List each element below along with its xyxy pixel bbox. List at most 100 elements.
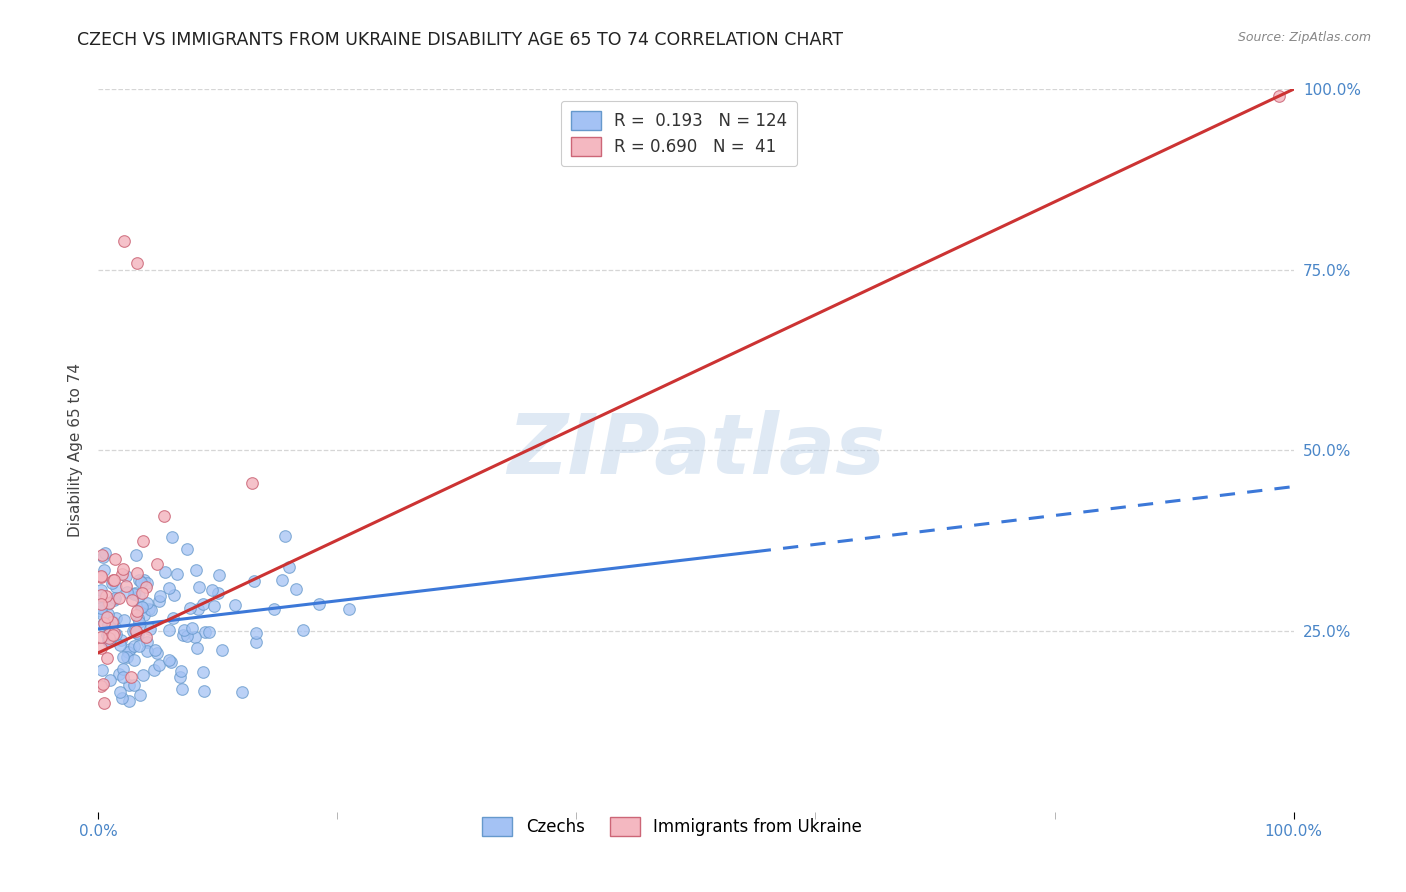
Point <box>125 624 148 638</box>
Point <box>148 658 170 673</box>
Point <box>271 573 294 587</box>
Point <box>128 688 150 702</box>
Point <box>134 573 156 587</box>
Point <box>125 255 148 269</box>
Point <box>186 563 208 577</box>
Point <box>98 627 121 641</box>
Point <box>103 593 125 607</box>
Point <box>240 475 263 490</box>
Point <box>191 665 214 679</box>
Point <box>207 586 229 600</box>
Point <box>108 667 131 681</box>
Point <box>90 589 112 603</box>
Point <box>122 653 145 667</box>
Point <box>101 615 124 629</box>
Point <box>139 603 162 617</box>
Point <box>231 684 253 698</box>
Legend: Czechs, Immigrants from Ukraine: Czechs, Immigrants from Ukraine <box>475 811 869 843</box>
Point <box>111 567 134 582</box>
Point <box>135 580 157 594</box>
Point <box>91 663 114 677</box>
Point <box>91 598 114 612</box>
Point <box>176 541 198 556</box>
Point <box>153 565 176 579</box>
Point <box>191 597 214 611</box>
Point <box>93 696 115 710</box>
Point <box>104 552 127 566</box>
Point <box>129 600 152 615</box>
Point <box>124 586 146 600</box>
Point <box>90 604 112 618</box>
Point <box>90 569 112 583</box>
Point <box>90 630 112 644</box>
Point <box>125 548 148 562</box>
Text: Source: ZipAtlas.com: Source: ZipAtlas.com <box>1237 31 1371 45</box>
Point <box>245 626 267 640</box>
Point <box>224 598 246 612</box>
Text: ZIPatlas: ZIPatlas <box>508 410 884 491</box>
Point <box>162 610 184 624</box>
Point <box>135 631 157 645</box>
Point <box>128 615 150 629</box>
Point <box>91 677 114 691</box>
Point <box>97 633 120 648</box>
Y-axis label: Disability Age 65 to 74: Disability Age 65 to 74 <box>67 363 83 538</box>
Point <box>118 642 141 657</box>
Point <box>181 621 204 635</box>
Point <box>163 588 186 602</box>
Point <box>97 607 120 622</box>
Point <box>104 627 127 641</box>
Point <box>128 573 150 587</box>
Point <box>157 653 180 667</box>
Point <box>111 649 134 664</box>
Point <box>183 630 205 644</box>
Point <box>103 615 125 629</box>
Point <box>122 587 145 601</box>
Point <box>103 626 125 640</box>
Point <box>90 570 112 584</box>
Point <box>91 550 114 565</box>
Point <box>111 670 134 684</box>
Point <box>172 628 194 642</box>
Point <box>100 575 122 590</box>
Point <box>143 663 166 677</box>
Point <box>186 640 208 655</box>
Point <box>90 601 112 615</box>
Point <box>125 604 148 618</box>
Point <box>103 574 125 588</box>
Point <box>104 591 127 606</box>
Point <box>211 643 233 657</box>
Point <box>118 678 141 692</box>
Point <box>127 626 149 640</box>
Point <box>108 639 131 653</box>
Point <box>146 646 169 660</box>
Point <box>110 633 132 648</box>
Point <box>96 650 118 665</box>
Point <box>136 596 159 610</box>
Point <box>173 623 195 637</box>
Point <box>90 641 112 656</box>
Point <box>105 610 128 624</box>
Point <box>97 597 120 611</box>
Point <box>127 626 149 640</box>
Point <box>118 694 141 708</box>
Point <box>170 681 193 696</box>
Point <box>136 635 159 649</box>
Point <box>115 649 138 664</box>
Point <box>132 668 155 682</box>
Point <box>148 594 170 608</box>
Point <box>245 635 267 649</box>
Point <box>129 621 152 635</box>
Point <box>337 601 360 615</box>
Point <box>202 599 225 614</box>
Point <box>138 622 160 636</box>
Point <box>149 590 172 604</box>
Point <box>194 624 217 639</box>
Point <box>112 234 135 248</box>
Point <box>121 593 143 607</box>
Point <box>90 679 112 693</box>
Point <box>157 581 180 595</box>
Point <box>91 548 114 562</box>
Point <box>243 574 266 588</box>
Point <box>125 608 148 623</box>
